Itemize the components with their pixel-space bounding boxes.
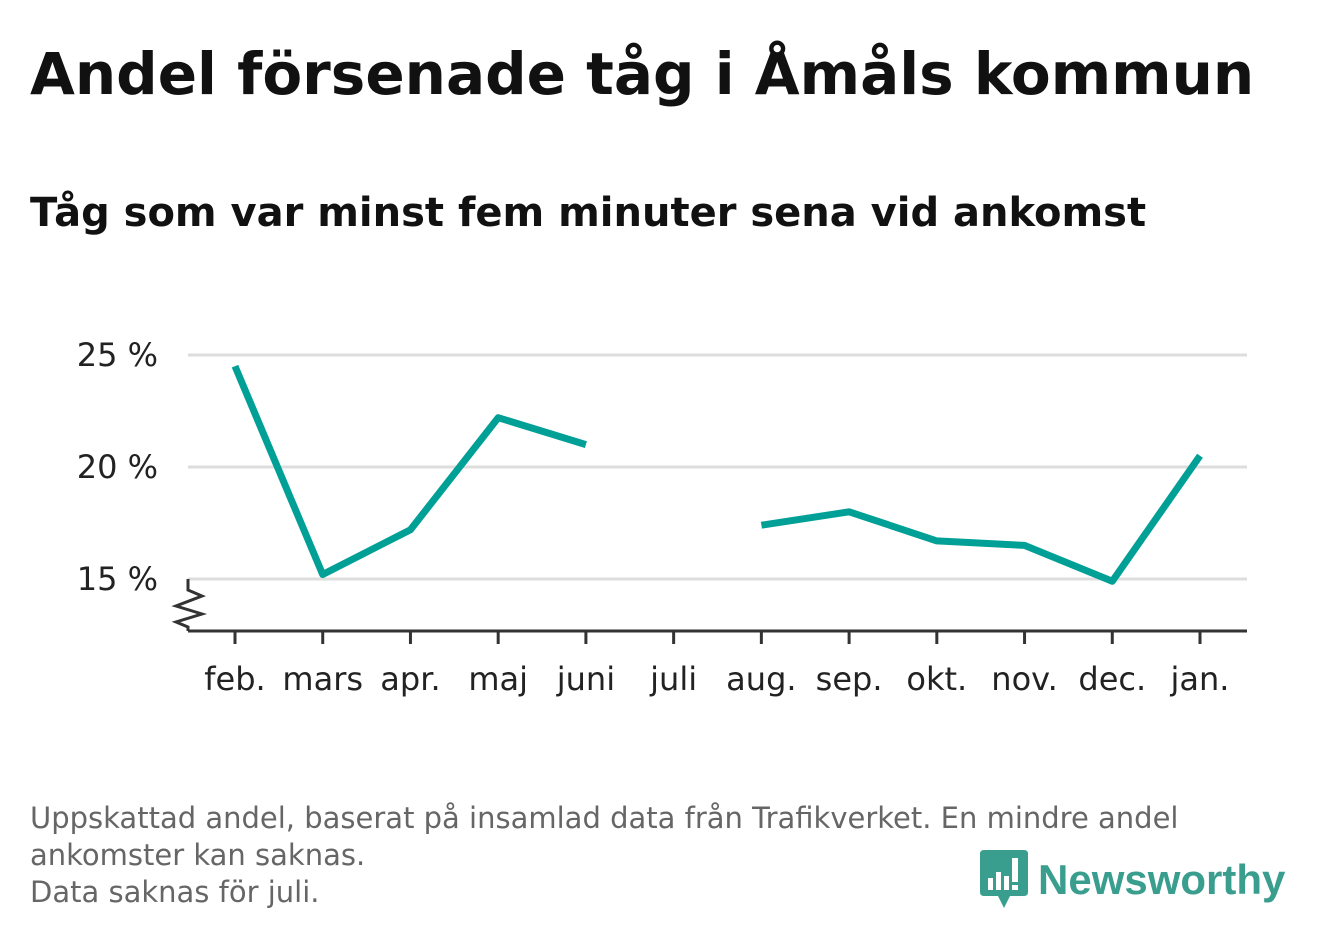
- x-tick-label-1: mars: [282, 660, 363, 698]
- x-tick-label-11: jan.: [1170, 660, 1230, 698]
- x-axis: [171, 579, 1247, 633]
- x-tick-label-6: aug.: [726, 660, 796, 698]
- newsworthy-logo-icon: [980, 850, 1028, 908]
- grid-lines: [188, 353, 1247, 581]
- series-lines: [231, 364, 1203, 585]
- x-axis-ticks: feb. mars apr. maj juni juli aug. sep. okt. nov. d…: [204, 631, 1229, 698]
- y-axis-ticks: 15 % 20 % 25 %: [77, 336, 158, 598]
- footer-line-1: Uppskattad andel, baserat på insamlad da…: [30, 801, 1179, 835]
- x-tick-label-4: juni: [556, 660, 615, 698]
- footer-line-2: ankomster kan saknas.: [30, 838, 366, 872]
- x-tick-label-9: nov.: [991, 660, 1057, 698]
- x-tick-label-3: maj: [468, 660, 528, 698]
- x-tick-label-0: feb.: [204, 660, 265, 698]
- x-tick-label-10: dec.: [1078, 660, 1146, 698]
- x-tick-label-5: juli: [649, 660, 697, 698]
- x-tick-label-8: okt.: [906, 660, 967, 698]
- footer-line-3: Data saknas för juli.: [30, 875, 320, 909]
- chart-title: Andel försenade tåg i Åmåls kommun: [30, 40, 1255, 108]
- y-tick-label-15: 15 %: [77, 560, 158, 598]
- series-line-segment-1: [760, 453, 1203, 585]
- x-tick-label-7: sep.: [816, 660, 883, 698]
- chart-subtitle: Tåg som var minst fem minuter sena vid a…: [30, 190, 1147, 236]
- axis-break-icon: [171, 579, 208, 631]
- series-line-segment-0: [231, 364, 587, 578]
- newsworthy-logo: Newsworthy: [980, 850, 1285, 910]
- footer-note: Uppskattad andel, baserat på insamlad da…: [30, 800, 1280, 911]
- newsworthy-logo-text: Newsworthy: [1038, 856, 1286, 903]
- y-tick-label-25: 25 %: [77, 336, 158, 374]
- x-tick-label-2: apr.: [380, 660, 440, 698]
- y-tick-label-20: 20 %: [77, 448, 158, 486]
